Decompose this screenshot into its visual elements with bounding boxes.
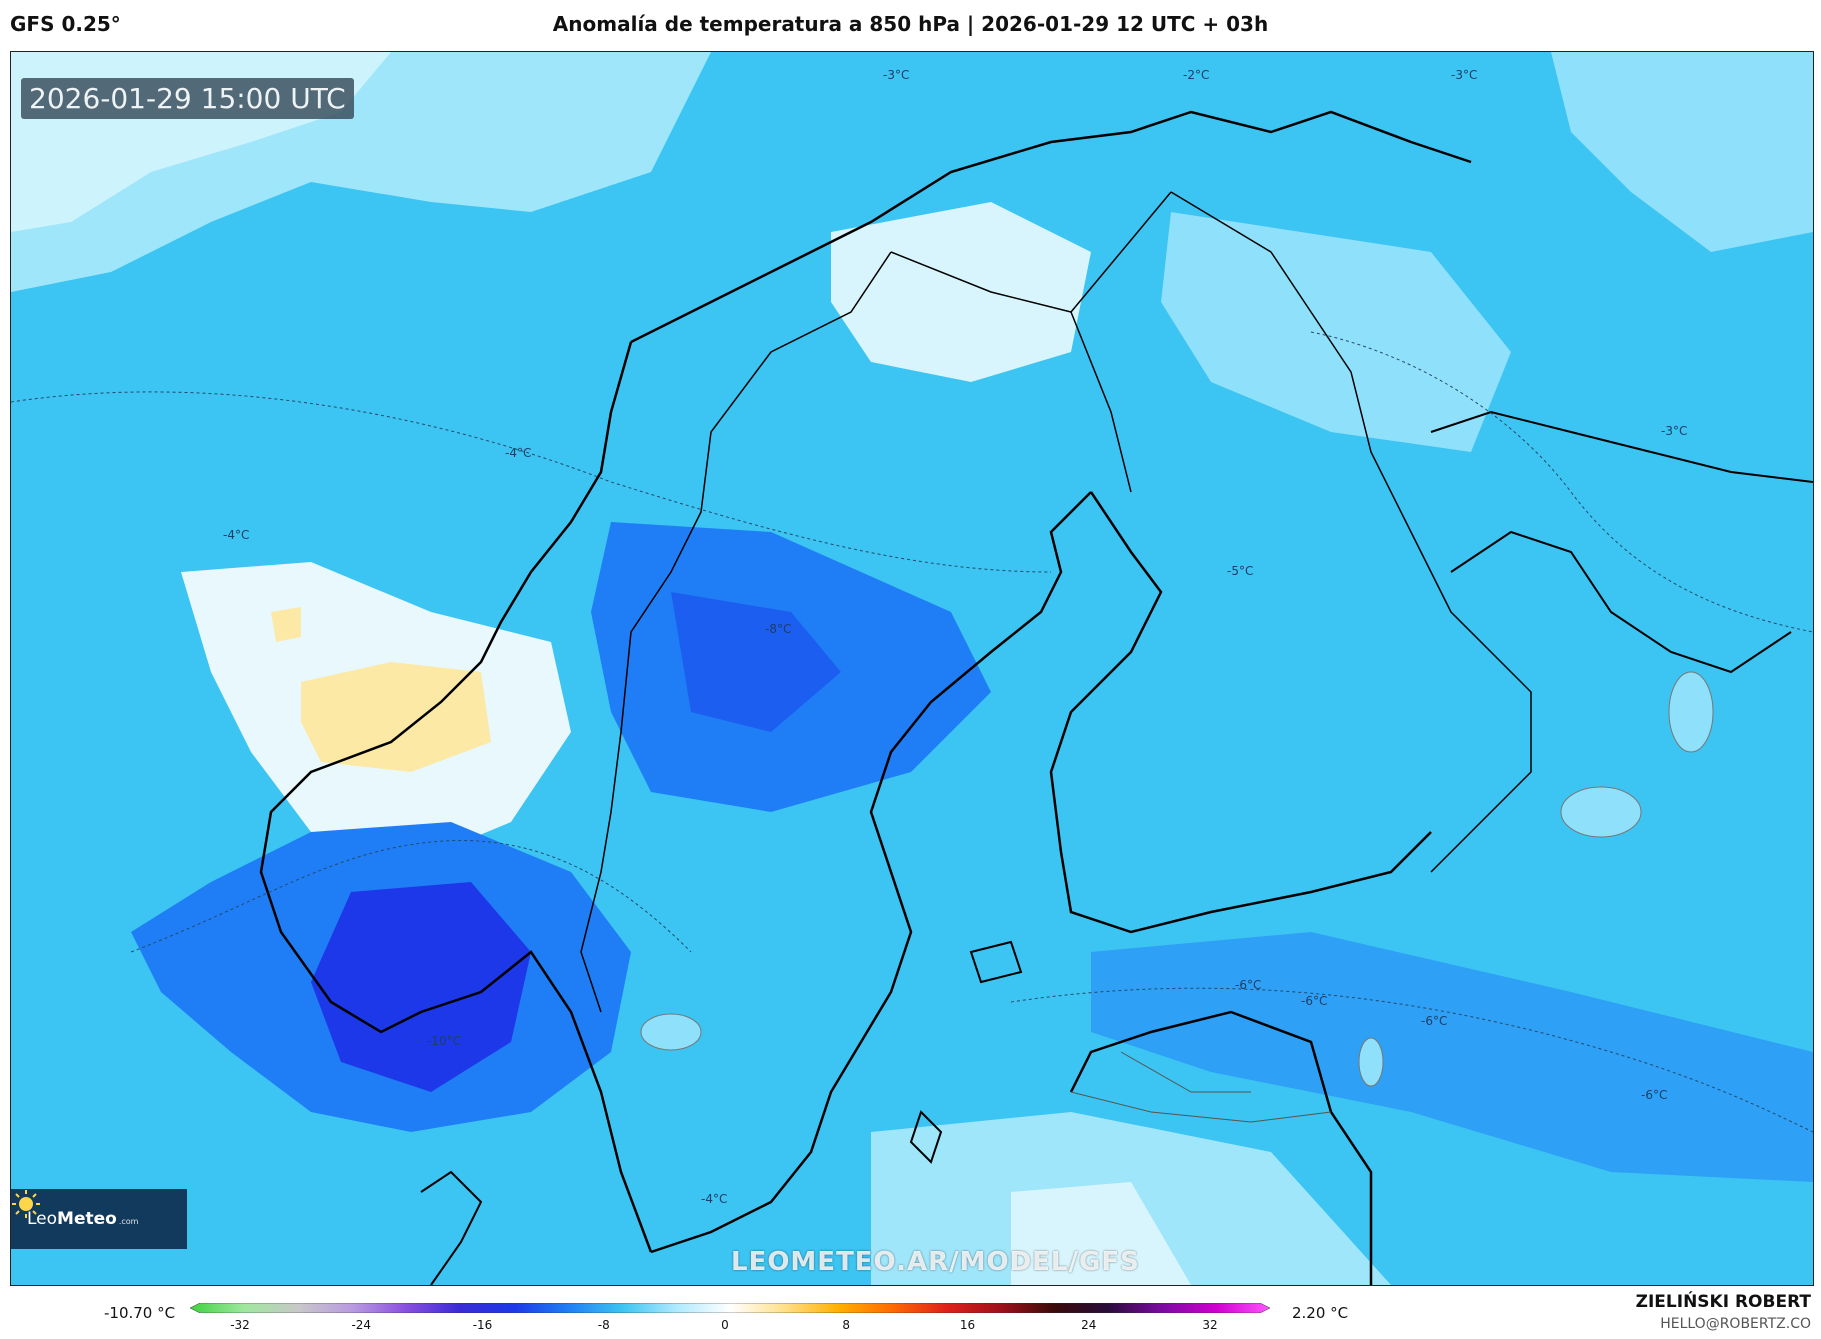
colorbar-tick-label: 0 <box>721 1318 729 1332</box>
contour-label: -2°C <box>1183 68 1210 82</box>
gotland-island <box>909 1110 943 1164</box>
contour-line-4 <box>1310 331 1813 633</box>
anomaly-field-lightest-south <box>1011 1182 1191 1285</box>
colorbar-tick-label: -32 <box>230 1318 250 1332</box>
finland-russia-border <box>1170 191 1532 873</box>
contour-label: -6°C <box>1301 994 1328 1008</box>
colorbar-tick-label: 24 <box>1081 1318 1097 1332</box>
kola-coastline <box>1430 410 1813 483</box>
sweden-coastline <box>650 491 1092 1254</box>
author-email[interactable]: HELLO@ROBERTZ.CO <box>1660 1316 1811 1332</box>
anomaly-field-cold-se-band <box>1091 932 1813 1182</box>
contour-label: -4°C <box>223 528 250 542</box>
anomaly-field-warm-w-norway <box>301 662 491 772</box>
contour-label: -3°C <box>1451 68 1478 82</box>
contour-label: -3°C <box>1661 424 1688 438</box>
anomaly-field-light-north <box>831 202 1091 382</box>
colorbar-tick-label: 16 <box>959 1318 976 1332</box>
denmark-coastline <box>420 1170 483 1285</box>
sun-icon <box>12 1190 40 1218</box>
contour-line-2 <box>130 840 692 953</box>
sweden-finland-border <box>1070 311 1132 493</box>
lake-peipus <box>1358 1037 1384 1087</box>
leometeo-logo[interactable]: LeoMeteo .com <box>11 1189 187 1249</box>
anomaly-field-warm-patch <box>271 607 301 642</box>
colorbar: -10.70 °C -32 -24 -16 -8 0 8 16 24 32 2.20 °C <box>0 1296 1821 1339</box>
norway-sweden-border <box>580 251 892 1013</box>
source-watermark: LEOMETEO.AR/MODEL/GFS <box>731 1247 1140 1277</box>
contour-label: -4°C <box>505 446 532 460</box>
finland-coastline <box>1049 491 1432 934</box>
map-title: Anomalía de temperatura a 850 hPa | 2026… <box>552 12 1269 36</box>
contour-label: -6°C <box>1235 978 1262 992</box>
contour-label: -4°C <box>701 1192 728 1206</box>
aland-islands <box>969 940 1023 984</box>
valid-time-badge: 2026-01-29 15:00 UTC <box>21 78 354 119</box>
norway-coastline <box>259 110 1472 1253</box>
logo-text: LeoMeteo <box>27 1209 117 1229</box>
colorbar-min-label: -10.70 °C <box>104 1304 176 1322</box>
contour-line-3 <box>1010 987 1813 1133</box>
map-canvas <box>11 52 1813 1285</box>
colorbar-tick-label: -24 <box>351 1318 372 1332</box>
white-sea-coastline <box>1450 530 1792 674</box>
contour-label: -5°C <box>1227 564 1254 578</box>
lake-vanern <box>640 1013 702 1051</box>
colorbar-tick-label: -8 <box>597 1318 610 1332</box>
lake-onega <box>1668 671 1714 753</box>
baltic-coastline <box>1069 1010 1373 1285</box>
colorbar-max-label: 2.20 °C <box>1292 1304 1349 1322</box>
contour-label: -8°C <box>765 622 792 636</box>
colorbar-tick-label: -16 <box>472 1318 493 1332</box>
anomaly-field-very-cold-interior <box>671 592 841 732</box>
temperature-anomaly-map[interactable]: 2026-01-29 15:00 UTC -3°C -2°C -3°C -4°C… <box>10 51 1814 1286</box>
lake-ladoga <box>1560 786 1642 838</box>
contour-label: -3°C <box>883 68 910 82</box>
colorbar-tick-label: 32 <box>1202 1318 1218 1332</box>
baltic-borders <box>1070 1051 1332 1123</box>
norway-finland-border <box>890 191 1172 313</box>
contour-label: -6°C <box>1641 1088 1668 1102</box>
colorbar-tick-label: 8 <box>842 1318 851 1332</box>
author-name: ZIELIŃSKI ROBERT <box>1635 1292 1811 1312</box>
anomaly-field-very-cold-sw <box>311 882 531 1092</box>
logo-domain: .com <box>118 1217 139 1226</box>
anomaly-field-light-ne <box>1161 212 1511 452</box>
colorbar-gradient <box>190 1303 1270 1313</box>
contour-label: -6°C <box>1421 1014 1448 1028</box>
contour-label: -10°C <box>427 1034 461 1048</box>
anomaly-field-light-top-right <box>1551 52 1813 252</box>
model-label: GFS 0.25° <box>10 12 121 36</box>
